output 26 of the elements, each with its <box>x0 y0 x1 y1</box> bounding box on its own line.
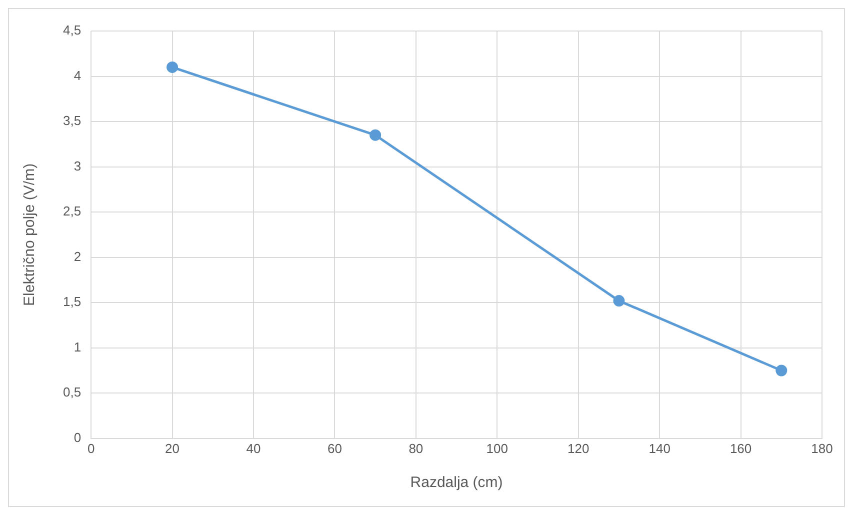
x-tick-label: 60 <box>327 440 342 456</box>
x-tick-label: 40 <box>246 440 261 456</box>
point <box>776 364 788 376</box>
y-tick-label: 4 <box>74 68 82 83</box>
y-tick-label: 1 <box>74 339 82 354</box>
y-tick-label: 1,5 <box>62 294 82 310</box>
y-tick-label: 3,5 <box>62 113 82 128</box>
x-axis-title: Razdalja (cm) <box>410 474 503 492</box>
point <box>166 61 178 73</box>
y-tick-label: 4,5 <box>62 22 82 38</box>
x-tick-label: 140 <box>648 440 670 456</box>
y-tick-label: 3 <box>74 158 82 174</box>
point <box>613 295 625 307</box>
y-tick-label: 2,5 <box>62 204 82 219</box>
y-tick-label: 0,5 <box>62 384 82 400</box>
x-tick-label: 0 <box>87 440 95 456</box>
x-tick-label: 100 <box>486 440 508 456</box>
x-tick-label: 80 <box>408 440 424 456</box>
x-tick-label: 120 <box>568 440 590 456</box>
y-tick-label: 0 <box>74 430 82 445</box>
point <box>370 129 382 141</box>
y-tick-label: 2 <box>74 248 82 264</box>
y-axis-title: Električno polje (V/m) <box>21 163 38 306</box>
x-tick-label: 20 <box>165 440 180 456</box>
x-tick-label: 160 <box>730 440 752 456</box>
x-tick-label: 180 <box>811 440 833 456</box>
